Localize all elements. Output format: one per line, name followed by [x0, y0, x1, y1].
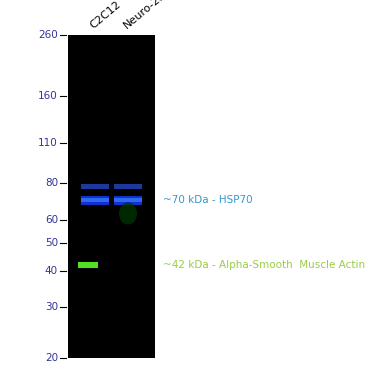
Text: 60: 60 [45, 215, 58, 225]
Text: Neuro-2a: Neuro-2a [121, 0, 168, 31]
Text: 110: 110 [38, 138, 58, 148]
Text: 20: 20 [45, 353, 58, 363]
Bar [114, 198, 142, 202]
Text: 80: 80 [45, 179, 58, 189]
Text: 50: 50 [45, 238, 58, 248]
Bar [81, 198, 109, 202]
Text: 30: 30 [45, 302, 58, 312]
Text: 40: 40 [45, 266, 58, 276]
Text: ~70 kDa - HSP70: ~70 kDa - HSP70 [163, 195, 253, 205]
Bar [81, 184, 109, 189]
Bar [114, 184, 142, 189]
Bar [68, 35, 155, 358]
Text: ~42 kDa - Alpha-Smooth  Muscle Actin: ~42 kDa - Alpha-Smooth Muscle Actin [163, 260, 365, 270]
Bar [114, 196, 142, 205]
Ellipse shape [119, 202, 137, 225]
Bar [78, 262, 98, 268]
Text: 160: 160 [38, 91, 58, 101]
Bar [81, 196, 109, 205]
Text: C2C12: C2C12 [89, 0, 123, 31]
Text: 260: 260 [38, 30, 58, 40]
